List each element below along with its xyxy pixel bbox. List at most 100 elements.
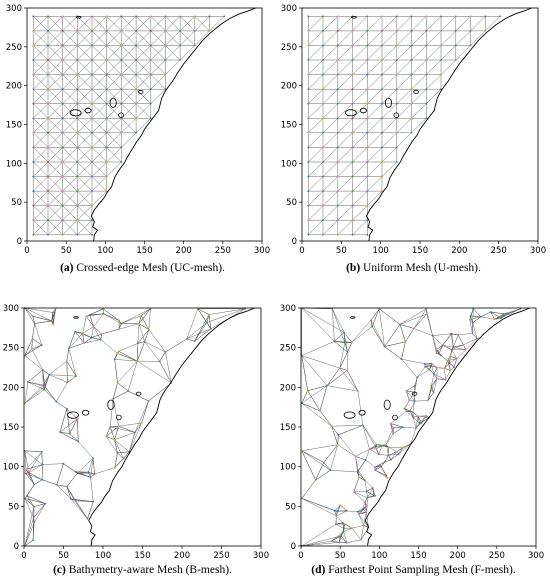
mesh-edge [209, 308, 246, 315]
mesh-node [307, 15, 310, 18]
mesh-edge [364, 479, 373, 489]
mesh-edge [390, 453, 399, 460]
mesh-node [356, 471, 359, 473]
mesh-node [351, 219, 354, 222]
mesh-node [24, 472, 27, 475]
mesh-edge [433, 378, 438, 393]
mesh-node [92, 457, 94, 460]
mesh-node [446, 359, 449, 362]
mesh-edge [194, 322, 208, 342]
y-tick-label: 100 [281, 159, 297, 169]
mesh-node [450, 348, 453, 351]
mesh-node [444, 378, 447, 381]
mesh-edge [301, 390, 308, 404]
island-outline [107, 399, 115, 411]
mesh-node [105, 88, 108, 91]
mesh-node [76, 417, 79, 420]
mesh-edge [322, 59, 338, 75]
y-tick-label: 50 [8, 502, 19, 512]
mesh-edge [362, 425, 376, 447]
mesh-node [366, 73, 369, 76]
mesh-edge [358, 477, 365, 481]
mesh-node [76, 59, 79, 61]
mesh-edge [406, 411, 414, 418]
mesh-node [366, 219, 369, 222]
mesh-node [351, 161, 354, 163]
mesh-edge [337, 176, 353, 192]
x-tick-label: 300 [253, 551, 269, 561]
mesh-edge [480, 316, 495, 320]
y-tick-label: 300 [281, 4, 297, 14]
mesh-edge [128, 432, 136, 452]
mesh-edge [465, 338, 478, 350]
mesh-node [479, 315, 482, 318]
mesh-node [336, 102, 339, 105]
x-tick-label: 100 [373, 246, 389, 256]
mesh-node [366, 204, 369, 207]
mesh-node [179, 30, 182, 32]
island-outline [385, 97, 393, 108]
mesh-node [366, 88, 369, 91]
mesh-edge [388, 453, 399, 456]
mesh-node [366, 131, 369, 134]
mesh-edge [343, 531, 348, 543]
mesh-node [456, 357, 458, 360]
mesh-edge [334, 332, 345, 342]
mesh-edge [83, 337, 92, 344]
mesh-node [25, 468, 27, 471]
x-tick-label: 250 [213, 551, 229, 561]
mesh-node [336, 44, 339, 47]
mesh-node [336, 219, 339, 222]
mesh-edge [112, 382, 118, 399]
island-outline [343, 411, 356, 419]
mesh-edge [323, 444, 338, 463]
mesh-node [179, 44, 182, 47]
mesh-node [61, 30, 64, 32]
x-tick-label: 0 [298, 551, 303, 561]
mesh-node [452, 346, 455, 348]
island-outline [344, 109, 357, 117]
mesh-edge [411, 30, 427, 46]
mesh-node [307, 204, 310, 207]
mesh-plot-c: 0 50 100 150 200 250 300 0 50 100 150 200 250 300 [3, 304, 269, 561]
mesh-edge [344, 342, 348, 353]
mesh-node [76, 233, 79, 236]
mesh-edge [351, 326, 373, 343]
mesh-node [89, 476, 92, 479]
mesh-node [91, 204, 93, 207]
mesh-edge [34, 320, 53, 324]
mesh-edge [301, 450, 331, 471]
mesh-node [343, 527, 345, 530]
mesh-edge [68, 331, 76, 349]
mesh-node [500, 317, 502, 319]
mesh-node [33, 522, 35, 524]
mesh-node [322, 204, 324, 207]
mesh-node [31, 337, 34, 340]
mesh-edge [445, 370, 451, 380]
mesh-node [343, 331, 345, 334]
mesh-edge [401, 341, 406, 360]
mesh-edge [414, 400, 428, 402]
mesh-edge [24, 506, 35, 547]
mesh-node [209, 327, 212, 330]
mesh-node [420, 422, 423, 424]
mesh-node [74, 470, 77, 473]
mesh-node [164, 15, 167, 18]
mesh-node [135, 102, 138, 105]
mesh-edge [77, 176, 93, 192]
mesh-node [127, 390, 129, 392]
mesh-node [149, 88, 152, 91]
mesh-edge [378, 454, 389, 456]
y-tick-label: 150 [280, 423, 296, 433]
mesh-edge [346, 510, 358, 512]
mesh-edge [62, 176, 78, 192]
mesh-node [120, 15, 123, 18]
mesh-node [336, 131, 339, 134]
mesh-node [364, 459, 367, 461]
caption-c: (c) Bathymetry-aware Mesh (B-mesh). [0, 564, 285, 576]
mesh-node [424, 365, 426, 368]
mesh-edge [363, 512, 367, 526]
mesh-node [140, 314, 143, 317]
y-tick-label: 250 [6, 43, 22, 53]
mesh-node [47, 161, 49, 163]
